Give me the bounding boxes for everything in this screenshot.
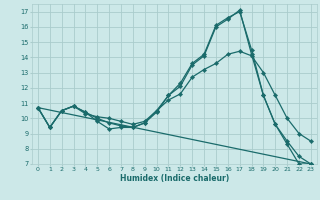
X-axis label: Humidex (Indice chaleur): Humidex (Indice chaleur) bbox=[120, 174, 229, 183]
